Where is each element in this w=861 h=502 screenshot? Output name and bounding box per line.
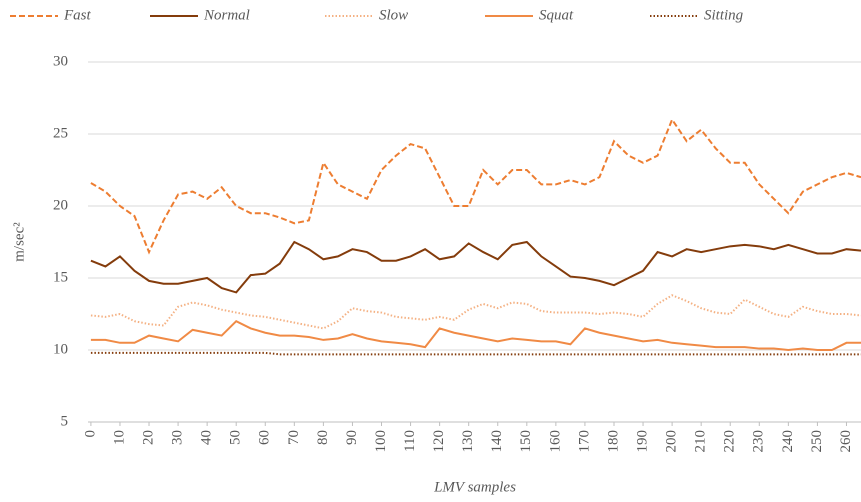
series-line <box>90 319 861 352</box>
legend-label: Fast <box>63 7 92 23</box>
y-tick-label: 10 <box>53 341 68 357</box>
legend-label: Slow <box>379 7 408 23</box>
series-line <box>90 240 861 294</box>
legend-label: Sitting <box>704 7 744 23</box>
x-tick-label: 200 <box>664 430 680 453</box>
x-tick-label: 130 <box>460 430 476 453</box>
x-tick-label: 10 <box>111 430 127 445</box>
x-tick-label: 90 <box>344 430 360 445</box>
y-tick-label: 25 <box>53 125 68 141</box>
y-tick-label: 15 <box>53 269 68 285</box>
x-tick-label: 230 <box>751 430 767 453</box>
x-tick-label: 160 <box>547 430 563 453</box>
x-tick-label: 40 <box>199 430 215 445</box>
x-tick-label: 60 <box>257 430 273 445</box>
series-line <box>90 117 861 255</box>
series-line <box>90 351 861 356</box>
x-tick-label: 120 <box>431 430 447 453</box>
x-tick-label: 240 <box>780 430 796 453</box>
x-tick-label: 20 <box>140 430 156 445</box>
x-tick-label: 140 <box>489 430 505 453</box>
legend-label: Normal <box>203 7 250 23</box>
x-tick-label: 30 <box>170 430 186 445</box>
x-tick-label: 210 <box>693 430 709 453</box>
x-axis-label: LMV samples <box>433 479 516 495</box>
x-tick-label: 190 <box>634 430 650 453</box>
x-tick-label: 70 <box>286 430 302 445</box>
x-tick-label: 0 <box>82 430 98 438</box>
series-line <box>90 294 861 330</box>
x-tick-label: 50 <box>228 430 244 445</box>
x-tick-label: 100 <box>373 430 389 453</box>
y-tick-label: 20 <box>53 197 68 213</box>
y-tick-label: 30 <box>53 53 68 69</box>
x-tick-label: 220 <box>722 430 738 453</box>
legend-label: Squat <box>539 7 574 23</box>
y-axis-label: m/sec² <box>11 222 27 262</box>
y-tick-label: 5 <box>61 413 69 429</box>
x-tick-label: 180 <box>605 430 621 453</box>
x-tick-label: 250 <box>809 430 825 453</box>
x-tick-label: 150 <box>518 430 534 453</box>
x-tick-label: 170 <box>576 430 592 453</box>
x-tick-label: 80 <box>315 430 331 445</box>
x-tick-label: 110 <box>402 430 418 452</box>
x-tick-label: 260 <box>838 430 854 453</box>
